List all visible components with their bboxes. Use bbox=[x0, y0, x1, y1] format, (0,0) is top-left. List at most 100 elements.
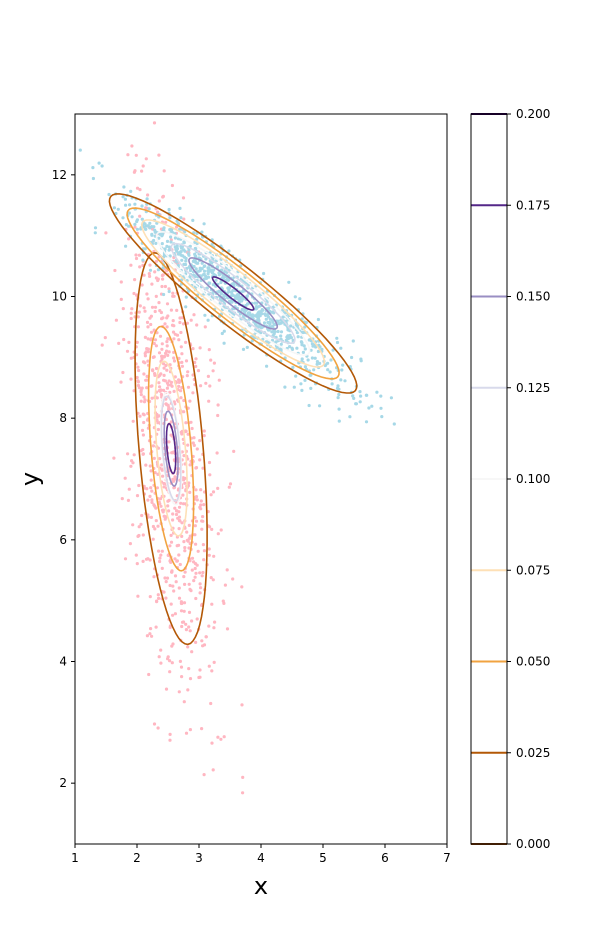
data-point-1 bbox=[380, 415, 384, 419]
data-point-0 bbox=[136, 315, 140, 319]
data-point-0 bbox=[147, 672, 151, 677]
data-point-1 bbox=[309, 373, 313, 377]
data-point-1 bbox=[351, 339, 355, 343]
data-point-1 bbox=[281, 315, 285, 319]
data-point-0 bbox=[181, 493, 185, 497]
data-point-0 bbox=[155, 412, 159, 417]
data-point-1 bbox=[294, 374, 298, 378]
data-point-1 bbox=[293, 295, 297, 299]
data-point-1 bbox=[184, 259, 188, 263]
data-point-1 bbox=[335, 386, 340, 390]
data-point-0 bbox=[168, 559, 172, 563]
data-point-1 bbox=[328, 370, 332, 374]
data-point-0 bbox=[157, 389, 161, 393]
data-point-0 bbox=[161, 474, 165, 478]
data-point-0 bbox=[198, 668, 202, 672]
data-point-0 bbox=[150, 396, 154, 400]
data-point-1 bbox=[173, 245, 177, 249]
data-point-1 bbox=[348, 415, 352, 419]
data-point-1 bbox=[263, 312, 267, 316]
data-point-0 bbox=[186, 688, 190, 692]
data-point-0 bbox=[186, 385, 191, 389]
data-point-0 bbox=[207, 525, 212, 529]
data-point-0 bbox=[135, 186, 140, 190]
data-point-1 bbox=[210, 271, 214, 275]
data-point-0 bbox=[144, 378, 148, 382]
data-point-0 bbox=[159, 661, 163, 665]
data-point-1 bbox=[300, 357, 304, 361]
data-point-1 bbox=[148, 268, 153, 272]
data-point-0 bbox=[154, 366, 159, 371]
data-point-0 bbox=[104, 231, 108, 235]
data-point-0 bbox=[137, 368, 141, 373]
data-point-0 bbox=[127, 487, 131, 491]
data-point-0 bbox=[193, 566, 197, 571]
scatter-points bbox=[78, 121, 396, 795]
data-point-0 bbox=[198, 458, 202, 462]
data-point-0 bbox=[228, 482, 233, 486]
data-point-0 bbox=[122, 337, 126, 342]
data-point-0 bbox=[150, 634, 154, 638]
data-point-1 bbox=[207, 269, 212, 273]
data-point-1 bbox=[279, 334, 283, 338]
data-point-0 bbox=[198, 346, 202, 350]
data-point-1 bbox=[316, 317, 320, 322]
data-point-1 bbox=[154, 241, 158, 245]
data-point-0 bbox=[159, 553, 163, 557]
data-point-0 bbox=[149, 627, 153, 631]
data-point-0 bbox=[171, 518, 175, 522]
data-point-0 bbox=[137, 525, 141, 529]
data-point-0 bbox=[177, 384, 181, 388]
data-point-0 bbox=[211, 768, 215, 772]
data-point-1 bbox=[133, 222, 137, 226]
data-point-0 bbox=[182, 609, 186, 613]
data-point-0 bbox=[158, 502, 162, 506]
data-point-0 bbox=[141, 433, 145, 437]
data-point-0 bbox=[187, 610, 192, 615]
data-point-0 bbox=[171, 291, 175, 295]
data-point-0 bbox=[168, 659, 172, 663]
data-point-1 bbox=[148, 221, 152, 225]
data-point-0 bbox=[143, 354, 147, 358]
data-point-0 bbox=[153, 309, 157, 314]
data-point-0 bbox=[155, 486, 159, 490]
data-point-0 bbox=[180, 675, 184, 679]
contour-line-0-6 bbox=[165, 422, 177, 475]
data-point-0 bbox=[137, 533, 141, 538]
data-point-1 bbox=[193, 252, 197, 256]
data-point-0 bbox=[202, 429, 206, 433]
data-point-0 bbox=[150, 500, 154, 504]
data-point-0 bbox=[201, 466, 205, 470]
data-point-1 bbox=[91, 166, 95, 170]
data-point-0 bbox=[144, 157, 148, 161]
contour-line-0-1 bbox=[147, 325, 195, 572]
data-point-0 bbox=[212, 361, 216, 365]
contour-line-1-5 bbox=[188, 257, 279, 330]
data-point-1 bbox=[152, 225, 156, 229]
data-point-1 bbox=[233, 294, 237, 298]
data-point-1 bbox=[301, 350, 305, 354]
data-point-0 bbox=[210, 669, 214, 673]
data-point-0 bbox=[240, 703, 244, 707]
data-point-1 bbox=[290, 346, 294, 350]
y-tick-label: 2 bbox=[59, 776, 67, 790]
data-point-0 bbox=[129, 356, 133, 360]
data-point-1 bbox=[128, 203, 132, 207]
data-point-0 bbox=[179, 430, 183, 434]
data-point-0 bbox=[127, 237, 131, 241]
data-point-0 bbox=[139, 449, 143, 453]
contour-line-0-2 bbox=[154, 360, 188, 537]
data-point-0 bbox=[143, 335, 147, 339]
y-axis-ticks: 2 4 6 8 10 12 bbox=[52, 168, 75, 790]
data-point-1 bbox=[265, 364, 269, 368]
data-point-1 bbox=[184, 295, 188, 299]
data-point-0 bbox=[200, 574, 204, 578]
data-point-0 bbox=[187, 625, 191, 629]
data-point-1 bbox=[253, 322, 258, 326]
data-point-0 bbox=[175, 225, 179, 229]
data-point-0 bbox=[163, 284, 167, 289]
data-point-1 bbox=[358, 400, 362, 404]
data-point-1 bbox=[303, 365, 307, 369]
data-point-0 bbox=[188, 534, 192, 538]
data-point-0 bbox=[161, 316, 165, 320]
